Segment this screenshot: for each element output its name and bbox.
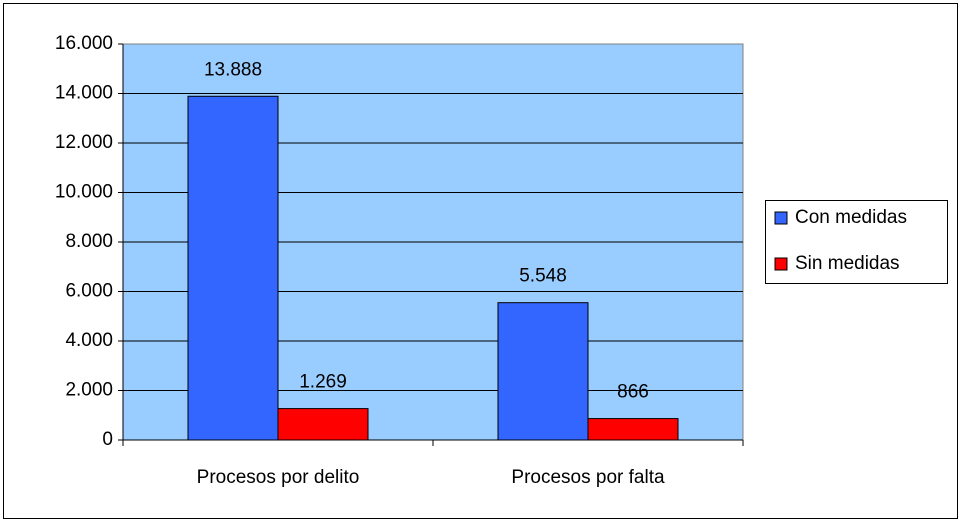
y-tick-label: 0 — [102, 429, 113, 450]
bar — [187, 95, 279, 441]
legend-swatch — [774, 257, 788, 271]
value-label: 5.548 — [519, 266, 567, 287]
value-label: 866 — [617, 382, 649, 403]
value-label: 13.888 — [204, 59, 262, 80]
legend-label: Sin medidas — [795, 253, 900, 274]
bar — [587, 418, 679, 441]
x-tick-label: Procesos por falta — [511, 467, 665, 488]
y-tick-label: 8.000 — [65, 231, 113, 252]
value-label: 1.269 — [299, 372, 347, 393]
legend-swatch — [774, 211, 788, 225]
y-tick-label: 12.000 — [55, 132, 113, 153]
x-tick-label: Procesos por delito — [197, 467, 360, 488]
y-tick-label: 2.000 — [65, 380, 113, 401]
y-tick-label: 4.000 — [65, 330, 113, 351]
y-tick-label: 16.000 — [55, 33, 113, 54]
y-tick-label: 6.000 — [65, 281, 113, 302]
legend — [765, 200, 948, 284]
y-tick-label: 10.000 — [55, 182, 113, 203]
legend-label: Con medidas — [795, 207, 907, 228]
y-tick-label: 14.000 — [55, 83, 113, 104]
bar — [277, 408, 369, 441]
bar — [497, 302, 589, 441]
